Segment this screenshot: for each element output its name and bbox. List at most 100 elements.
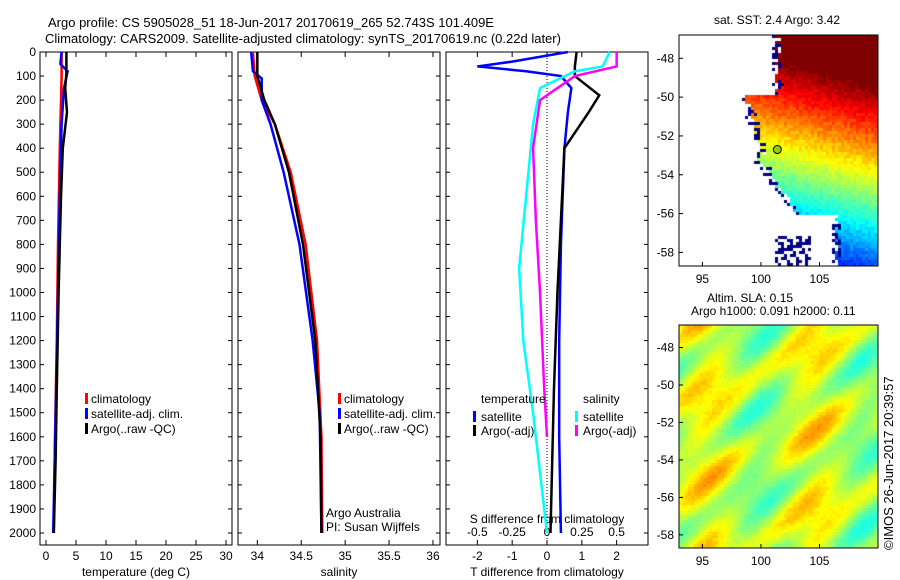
x-axis-label: T difference from climatology bbox=[470, 565, 624, 579]
y-tick-label: -56 bbox=[657, 490, 675, 504]
legend-label: satellite bbox=[583, 410, 624, 424]
x-tick-label: 0 bbox=[544, 549, 551, 563]
y-tick-label: -54 bbox=[657, 453, 675, 467]
legend-swatch bbox=[338, 408, 341, 419]
y-tick-label: 0 bbox=[29, 45, 36, 59]
y-tick-label: -52 bbox=[657, 129, 675, 143]
legend-title-temperature: temperature bbox=[481, 392, 546, 406]
y-tick-label: 400 bbox=[16, 141, 36, 155]
x-tick-label: 105 bbox=[809, 272, 829, 286]
y-tick-label: -56 bbox=[657, 207, 675, 221]
salinity-profile-frame bbox=[237, 51, 441, 546]
x2-tick-label: -0.5 bbox=[467, 525, 488, 539]
x-tick-label: 0 bbox=[43, 549, 50, 563]
y-tick-label: 600 bbox=[16, 189, 36, 203]
y-tick-label: 200 bbox=[16, 93, 36, 107]
x-tick-label: 100 bbox=[751, 554, 771, 568]
y-tick-label: -48 bbox=[657, 51, 675, 65]
x-tick-label: 34 bbox=[251, 549, 265, 563]
y-tick-label: 300 bbox=[16, 117, 36, 131]
y-tick-label: 1200 bbox=[9, 334, 36, 348]
x-tick-label: -1 bbox=[507, 549, 518, 563]
y-tick-label: 500 bbox=[16, 165, 36, 179]
x2-tick-label: -0.25 bbox=[498, 525, 526, 539]
x-tick-label: 95 bbox=[696, 554, 710, 568]
series-line-argo-raw-qc- bbox=[52, 52, 69, 534]
legend-swatch bbox=[575, 411, 578, 422]
x2-tick-label: 0.5 bbox=[608, 525, 625, 539]
x-tick-label: 15 bbox=[129, 549, 143, 563]
sla-map-image bbox=[679, 325, 878, 548]
legend-label: satellite bbox=[481, 410, 522, 424]
x-tick-label: 20 bbox=[159, 549, 173, 563]
y-tick-label: 1900 bbox=[9, 502, 36, 516]
series-line-salinity-argo-adj- bbox=[531, 52, 618, 437]
legend-swatch bbox=[85, 393, 88, 404]
legend-label: Argo(-adj) bbox=[583, 424, 636, 438]
credit-text: ©IMOS 26-Jun-2017 20:39:57 bbox=[881, 376, 896, 550]
legend-swatch bbox=[473, 425, 476, 436]
legend-label: satellite-adj. clim. bbox=[91, 407, 183, 421]
legend-label: Argo(..raw -QC) bbox=[344, 422, 429, 436]
sst-map-frame bbox=[678, 34, 879, 267]
x-tick-label: 34.5 bbox=[290, 549, 314, 563]
legend-label: Argo(..raw -QC) bbox=[91, 422, 176, 436]
legend-swatch bbox=[338, 393, 341, 404]
x2-tick-label: 0.25 bbox=[570, 525, 594, 539]
y-tick-label: 900 bbox=[16, 261, 36, 275]
y-tick-label: 1000 bbox=[9, 285, 36, 299]
x2-axis-label: S difference from climatology bbox=[470, 512, 625, 526]
title-line-2: Climatology: CARS2009. Satellite-adjuste… bbox=[45, 31, 561, 46]
legend-label: satellite-adj. clim. bbox=[344, 407, 436, 421]
legend-swatch bbox=[575, 425, 578, 436]
y-tick-label: -48 bbox=[657, 340, 675, 354]
legend-title-salinity: salinity bbox=[583, 392, 620, 406]
y-tick-label: -54 bbox=[657, 168, 675, 182]
y-tick-label: -52 bbox=[657, 415, 675, 429]
y-tick-label: 1300 bbox=[9, 358, 36, 372]
annotation-text: PI: Susan Wijffels bbox=[326, 520, 420, 534]
y-tick-label: 1400 bbox=[9, 382, 36, 396]
legend-swatch bbox=[473, 411, 476, 422]
y-tick-label: 100 bbox=[16, 69, 36, 83]
y-tick-label: 1800 bbox=[9, 478, 36, 492]
x-axis-label: temperature (deg C) bbox=[82, 565, 190, 579]
x-axis-label: salinity bbox=[321, 565, 358, 579]
y-tick-label: 1500 bbox=[9, 406, 36, 420]
x-tick-label: 35 bbox=[338, 549, 352, 563]
sla-map-title: Altim. SLA: 0.15 bbox=[707, 291, 793, 305]
legend-swatch bbox=[85, 408, 88, 419]
y-tick-label: 1600 bbox=[9, 430, 36, 444]
sla-map-frame bbox=[678, 324, 879, 549]
y-tick-label: 1700 bbox=[9, 454, 36, 468]
x-tick-label: 95 bbox=[696, 272, 710, 286]
legend-label: Argo(-adj) bbox=[481, 424, 534, 438]
x-tick-label: 35.5 bbox=[377, 549, 401, 563]
x-tick-label: 36 bbox=[426, 549, 440, 563]
x-tick-label: 100 bbox=[751, 272, 771, 286]
series-line-temperature-satellite bbox=[477, 50, 573, 533]
y-tick-label: 1100 bbox=[10, 310, 36, 324]
sla-map-subtitle: Argo h1000: 0.091 h2000: 0.11 bbox=[691, 304, 856, 318]
title-line-1: Argo profile: CS 5905028_51 18-Jun-2017 … bbox=[48, 15, 494, 30]
x-tick-label: -2 bbox=[472, 549, 483, 563]
y-tick-label: -58 bbox=[657, 245, 675, 259]
legend-label: climatology bbox=[344, 392, 404, 406]
x-tick-label: 1 bbox=[578, 549, 585, 563]
y-tick-label: 2000 bbox=[9, 526, 36, 540]
y-tick-label: -50 bbox=[657, 378, 675, 392]
x-tick-label: 5 bbox=[73, 549, 80, 563]
series-line-argo-raw-qc- bbox=[256, 52, 323, 533]
y-tick-label: -50 bbox=[657, 90, 675, 104]
y-tick-label: 800 bbox=[16, 237, 36, 251]
annotation-text: Argo Australia bbox=[326, 506, 401, 520]
y-tick-label: 700 bbox=[16, 213, 36, 227]
x-tick-label: 10 bbox=[99, 549, 113, 563]
sst-map-title: sat. SST: 2.4 Argo: 3.42 bbox=[714, 13, 840, 27]
argo-position-marker bbox=[772, 145, 782, 155]
x-tick-label: 2 bbox=[613, 549, 620, 563]
x-tick-label: 105 bbox=[809, 554, 829, 568]
